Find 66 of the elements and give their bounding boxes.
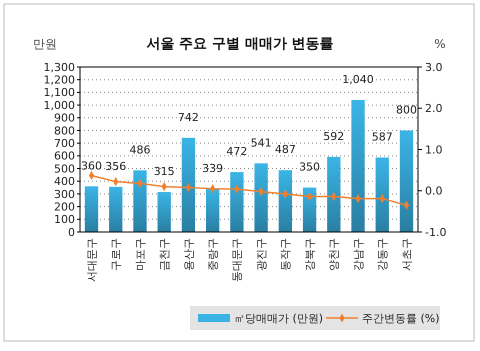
- x-tick-label: 양천구: [328, 238, 341, 271]
- x-tick-label: 동작구: [279, 238, 292, 271]
- y2-tick-label: 2.0: [425, 102, 442, 116]
- data-label: 356: [105, 160, 126, 173]
- data-label: 339: [202, 162, 224, 175]
- y-tick-label: 200: [54, 200, 75, 214]
- data-label: 800: [396, 103, 417, 116]
- data-label: 350: [299, 160, 320, 174]
- y-tick-label: 800: [54, 124, 75, 138]
- y-tick-label: 100: [54, 213, 75, 226]
- x-tick-label: 서초구: [400, 238, 414, 271]
- bar: [254, 163, 268, 232]
- x-tick-label: 구로구: [110, 238, 123, 271]
- data-label: 487: [274, 143, 296, 156]
- bar: [109, 186, 122, 232]
- y-tick-label: 1,200: [44, 74, 75, 87]
- x-tick-label: 강북구: [303, 238, 316, 271]
- data-label: 315: [154, 165, 175, 178]
- data-label: 592: [323, 130, 344, 143]
- legend-label: 주간변동률 (%): [362, 312, 440, 325]
- bar: [351, 100, 365, 232]
- y2-tick-label: 0.0: [425, 184, 442, 198]
- bar: [327, 156, 340, 232]
- y-tick-label: 300: [54, 188, 75, 201]
- y2-tick-label: 3.0: [425, 60, 442, 74]
- x-tick-label: 중랑구: [206, 238, 220, 271]
- y-tick-label: 700: [54, 137, 75, 150]
- data-label: 1,040: [342, 73, 374, 86]
- x-tick-label: 강남구: [352, 238, 365, 271]
- data-label: 541: [250, 136, 272, 150]
- y-tick-label: 400: [54, 175, 75, 188]
- y-tick-label: 500: [54, 162, 75, 176]
- bar: [400, 130, 414, 232]
- data-label: 486: [129, 143, 150, 156]
- y-tick-label: 1,000: [44, 98, 75, 112]
- x-tick-label: 마포구: [134, 238, 147, 271]
- y-tick-label: 1,100: [44, 86, 75, 100]
- data-label: 587: [372, 130, 393, 144]
- y-tick-label: 0: [68, 226, 75, 239]
- y2-tick-label: -1.0: [425, 226, 446, 239]
- x-tick-label: 광진구: [254, 238, 268, 271]
- bar: [133, 170, 147, 232]
- data-label: 360: [81, 159, 102, 172]
- bar: [230, 172, 244, 232]
- y-tick-label: 600: [54, 150, 75, 163]
- x-tick-label: 동대문구: [230, 238, 244, 282]
- data-label: 742: [178, 110, 199, 124]
- bar: [302, 188, 316, 232]
- y-axis-title: 만원: [33, 37, 57, 51]
- data-label: 472: [226, 145, 248, 158]
- x-tick-label: 강동구: [376, 238, 390, 271]
- y2-axis-title: %: [434, 37, 446, 51]
- bar: [206, 188, 220, 232]
- y2-tick-label: 1.0: [425, 143, 442, 156]
- x-tick-label: 금천구: [158, 238, 172, 271]
- bar: [278, 170, 292, 232]
- bar: [84, 186, 98, 232]
- chart-title: 서울 주요 구별 매매가 변동률: [146, 36, 334, 52]
- bar: [158, 192, 171, 232]
- y-tick-label: 1,300: [44, 60, 75, 74]
- legend-label: ㎡당매매가 (만원): [234, 312, 324, 325]
- x-tick-label: 용산구: [182, 238, 196, 271]
- bar: [376, 157, 389, 232]
- y-tick-label: 900: [54, 112, 75, 125]
- x-tick-label: 서대문구: [85, 238, 98, 282]
- bar: [182, 138, 196, 232]
